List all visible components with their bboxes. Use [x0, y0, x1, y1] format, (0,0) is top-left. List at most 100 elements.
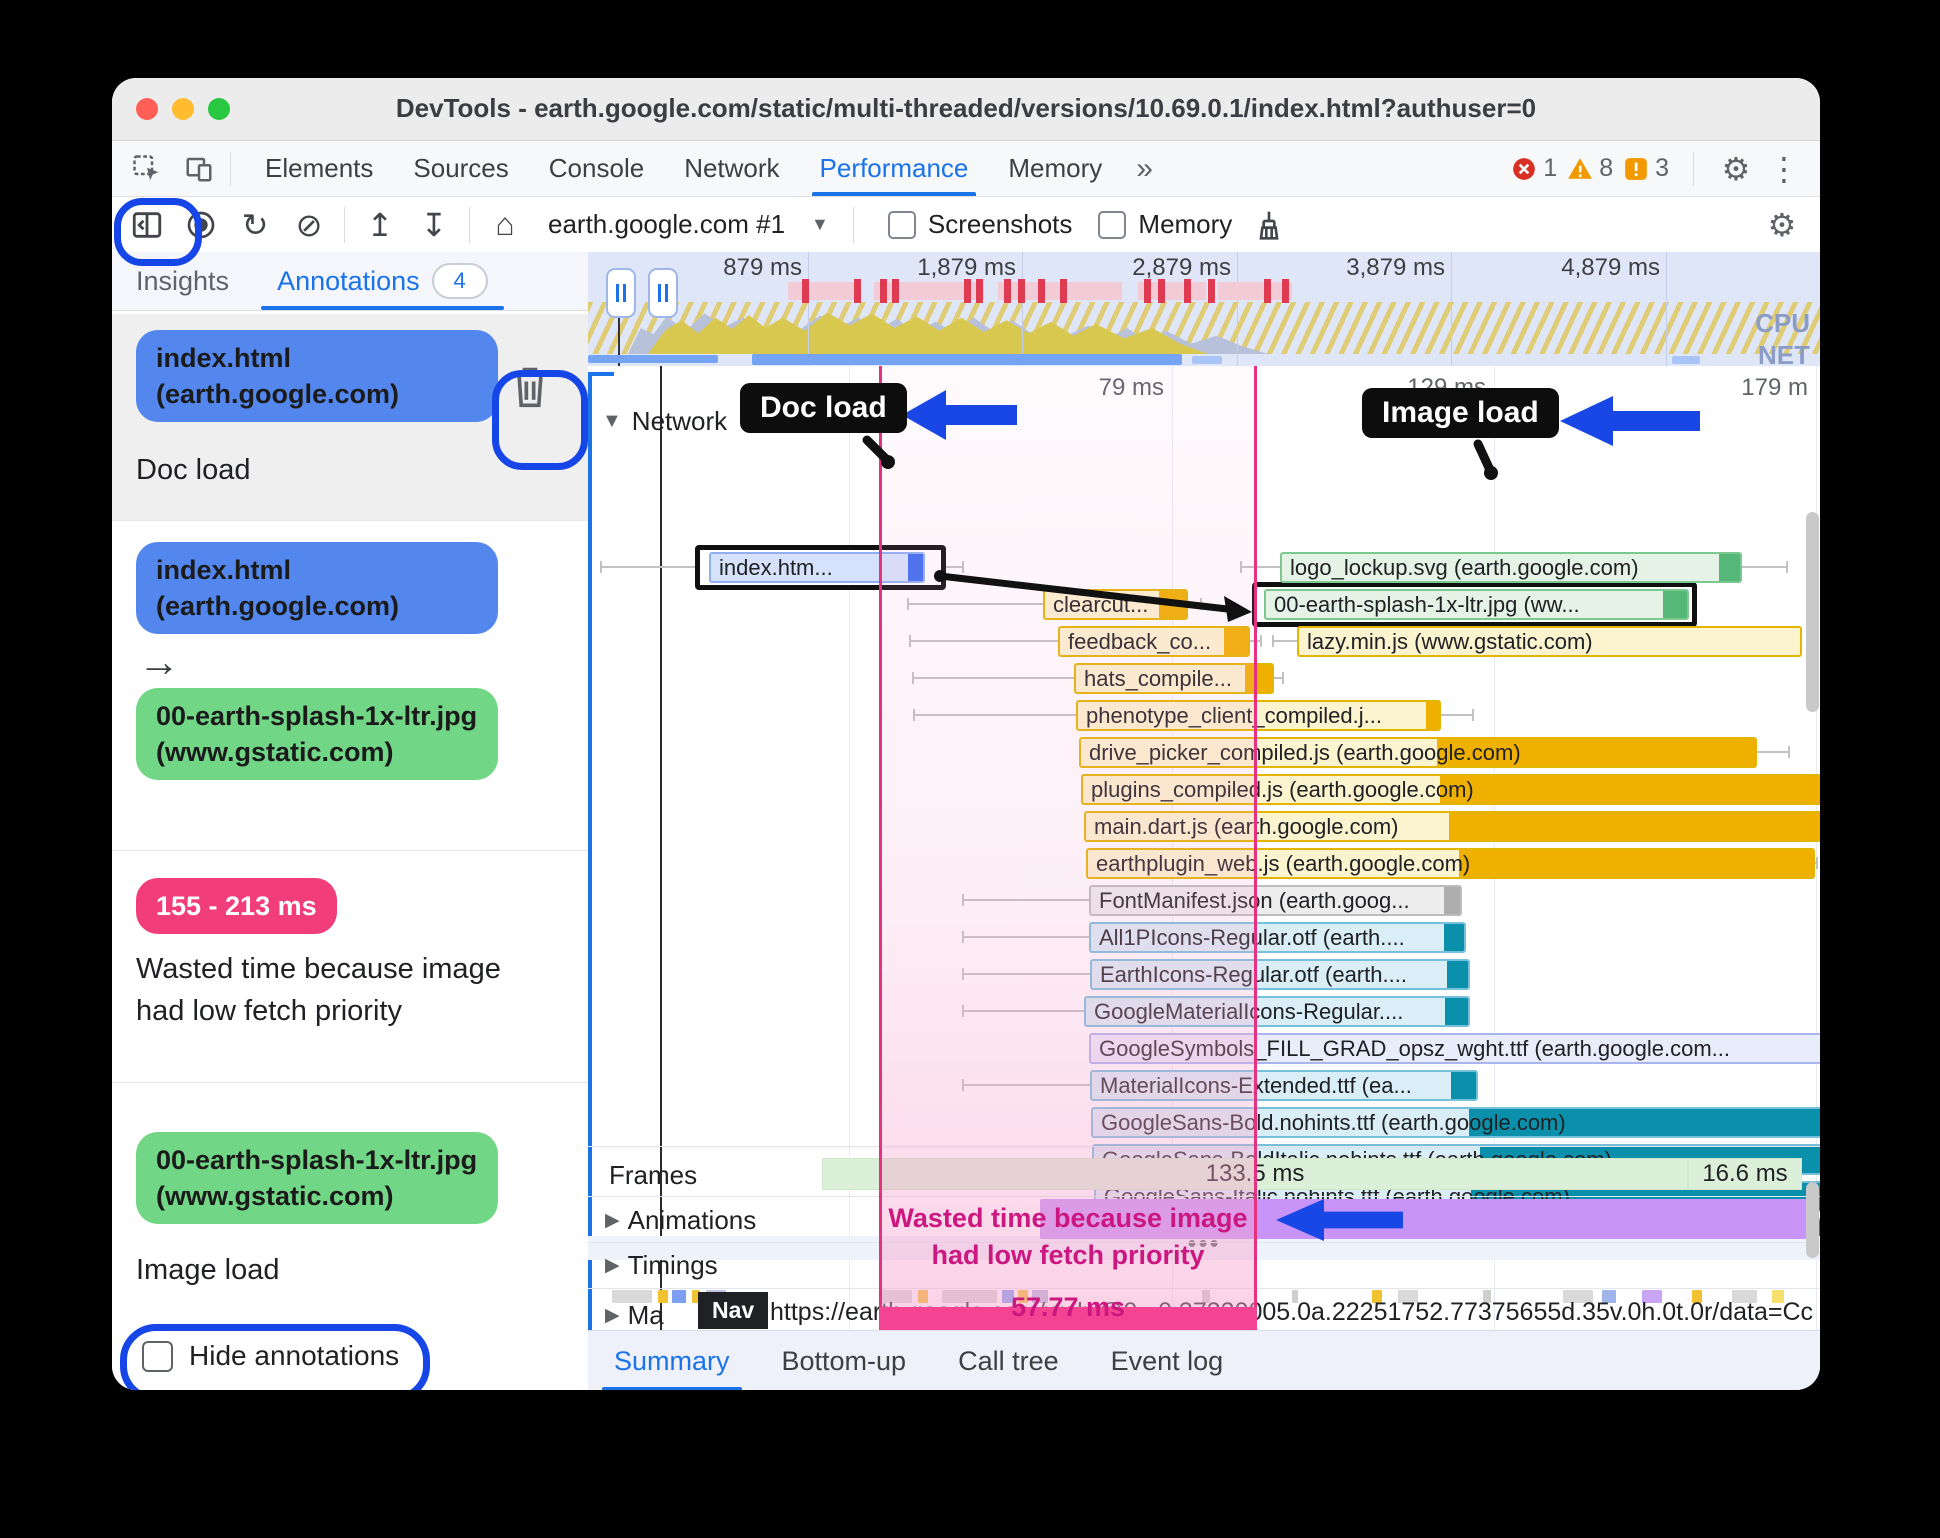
details-tab-event-log[interactable]: Event log: [1110, 1345, 1224, 1376]
nav-marker-badge[interactable]: Nav: [698, 1292, 769, 1329]
network-request-bar[interactable]: MaterialIcons-Extended.ttf (ea...: [1090, 1070, 1478, 1101]
link-arrow-icon: →: [138, 638, 180, 685]
collapse-triangle-icon[interactable]: ▼: [602, 410, 622, 432]
long-task-marker: [1282, 279, 1289, 303]
annotation-card-image-load[interactable]: 00-earth-splash-1x-ltr.jpg (www.gstatic.…: [112, 1082, 588, 1326]
network-request-bar[interactable]: GoogleSans-Bold.nohints.ttf (earth.googl…: [1091, 1107, 1820, 1138]
download-profile-icon[interactable]: ↧: [420, 206, 448, 243]
tab-annotations[interactable]: Annotations 4: [253, 252, 512, 310]
frames-track-label[interactable]: Frames: [609, 1160, 698, 1190]
warning-badge[interactable]: 8: [1567, 154, 1613, 183]
network-request-bar[interactable]: plugins_compiled.js (earth.google.com): [1081, 774, 1820, 805]
devtools-window: DevTools - earth.google.com/static/multi…: [112, 78, 1820, 1390]
network-request-bar[interactable]: drive_picker_compiled.js (earth.google.c…: [1079, 737, 1757, 768]
window-title: DevTools - earth.google.com/static/multi…: [395, 93, 1537, 123]
minimize-window-button[interactable]: [172, 98, 194, 120]
network-request-bar[interactable]: logo_lockup.svg (earth.google.com): [1280, 552, 1742, 583]
main-thread-chip: [658, 1290, 668, 1303]
annotation-pill-index-html[interactable]: index.html (earth.google.com): [136, 330, 498, 422]
home-icon[interactable]: ⌂: [495, 206, 515, 242]
main-track-label[interactable]: ▶ Ma: [605, 1300, 664, 1330]
network-request-bar[interactable]: lazy.min.js (www.gstatic.com): [1297, 626, 1802, 657]
reload-record-icon[interactable]: ↻: [241, 206, 269, 243]
clear-icon[interactable]: ⊘: [295, 206, 323, 243]
details-tab-summary[interactable]: Summary: [588, 1331, 756, 1390]
expand-triangle-icon[interactable]: ▶: [605, 1210, 620, 1231]
request-whisker: [1757, 746, 1790, 758]
target-selector[interactable]: earth.google.com #1 ▼: [532, 209, 845, 240]
error-badge[interactable]: 1: [1511, 154, 1557, 183]
panel-tab-elements[interactable]: Elements: [265, 153, 374, 183]
annotation-pill-time-range[interactable]: 155 - 213 ms: [136, 878, 337, 934]
network-request-bar[interactable]: phenotype_client_compiled.j...: [1076, 700, 1441, 731]
network-request-bar[interactable]: main.dart.js (earth.google.com): [1084, 811, 1820, 842]
zoom-window-button[interactable]: [208, 98, 230, 120]
request-busy-segment: [1459, 850, 1813, 877]
annotation-pill-index-html[interactable]: index.html (earth.google.com): [136, 542, 498, 634]
network-track-header[interactable]: ▼ Network: [602, 406, 728, 436]
device-toolbar-icon[interactable]: [182, 152, 216, 186]
expand-triangle-icon[interactable]: ▶: [605, 1305, 620, 1326]
panel-tab-network[interactable]: Network: [684, 153, 780, 183]
capture-settings-gear-icon[interactable]: ⚙: [1767, 206, 1797, 243]
network-request-bar[interactable]: 00-earth-splash-1x-ltr.jpg (ww...: [1264, 589, 1689, 620]
delete-annotation-icon[interactable]: [508, 362, 552, 412]
timeline-overview[interactable]: CPU NET 879 ms 1,879 ms 2,879 ms 3,879 ms 4,…: [588, 252, 1820, 370]
long-task-marker: [880, 279, 887, 303]
network-request-bar[interactable]: GoogleMaterialIcons-Regular....: [1084, 996, 1470, 1027]
close-window-button[interactable]: [136, 98, 158, 120]
upload-profile-icon[interactable]: ↥: [366, 206, 394, 243]
network-request-bar[interactable]: EarthIcons-Regular.otf (earth....: [1090, 959, 1470, 990]
range-handle-left[interactable]: [606, 268, 636, 318]
network-request-bar[interactable]: GoogleSymbols_FILL_GRAD_opsz_wght.ttf (e…: [1089, 1033, 1820, 1064]
request-whisker: [907, 598, 1043, 610]
ruler-gridline: [1666, 252, 1667, 366]
screenshots-checkbox[interactable]: Screenshots: [887, 209, 1072, 240]
inspect-element-icon[interactable]: [130, 152, 164, 186]
timings-track-label[interactable]: ▶ Timings: [605, 1250, 718, 1280]
long-task-marker: [1004, 279, 1011, 303]
annotation-card-wasted-time[interactable]: 155 - 213 ms Wasted time because image h…: [112, 850, 588, 1082]
overview-network-bar: [752, 354, 1182, 365]
request-busy-segment: [1719, 554, 1740, 581]
kebab-menu-icon[interactable]: ⋮: [1768, 150, 1800, 187]
toggle-sidebar-icon[interactable]: [120, 203, 174, 247]
network-request-bar[interactable]: All1PIcons-Regular.otf (earth....: [1089, 922, 1466, 953]
request-whisker: [962, 894, 1089, 906]
panel-tab-sources[interactable]: Sources: [413, 153, 509, 183]
annotation-card-link[interactable]: index.html (earth.google.com) → 00-earth…: [112, 520, 588, 850]
network-request-bar[interactable]: clearcut...: [1043, 589, 1188, 620]
checkbox-box: [142, 1340, 173, 1372]
panel-tab-performance[interactable]: Performance: [800, 141, 989, 196]
record-icon[interactable]: [174, 203, 228, 247]
details-tab-bar: Summary Bottom-up Call tree Event log: [588, 1330, 1820, 1390]
frame-duration-bar[interactable]: 133.5 ms: [822, 1158, 1688, 1190]
tab-insights[interactable]: Insights: [136, 265, 230, 296]
annotation-pill-splash-image[interactable]: 00-earth-splash-1x-ltr.jpg (www.gstatic.…: [136, 688, 498, 780]
memory-checkbox[interactable]: Memory: [1098, 209, 1232, 240]
garbage-collect-icon[interactable]: [1242, 203, 1296, 247]
interaction-band: [1218, 282, 1292, 300]
issues-badge[interactable]: 3: [1623, 154, 1669, 183]
panel-tab-console[interactable]: Console: [548, 153, 645, 183]
animations-track-label[interactable]: ▶ Animations: [605, 1205, 757, 1235]
network-request-bar[interactable]: feedback_co...: [1058, 626, 1250, 657]
network-request-bar[interactable]: earthplugin_web.js (earth.google.com): [1086, 848, 1815, 879]
details-tab-bottom-up[interactable]: Bottom-up: [781, 1345, 907, 1376]
panel-tab-memory[interactable]: Memory: [1008, 153, 1103, 183]
range-handle-right[interactable]: [648, 268, 678, 318]
frame-duration-bar[interactable]: 16.6 ms: [1688, 1158, 1802, 1190]
cpu-track-label: CPU: [1755, 308, 1810, 338]
network-request-bar[interactable]: index.htm...: [709, 552, 925, 583]
flame-scrollbar-thumb[interactable]: [1806, 512, 1819, 712]
tracks-scrollbar-thumb[interactable]: [1806, 1182, 1819, 1258]
hide-annotations-checkbox[interactable]: Hide annotations: [142, 1340, 399, 1372]
network-request-bar[interactable]: FontManifest.json (earth.goog...: [1089, 885, 1462, 916]
settings-gear-icon[interactable]: ⚙: [1721, 150, 1751, 187]
network-request-bar[interactable]: hats_compile...: [1074, 663, 1274, 694]
annotation-card-doc-load[interactable]: index.html (earth.google.com) Doc load: [112, 314, 588, 520]
details-tab-call-tree[interactable]: Call tree: [958, 1345, 1059, 1376]
more-panels-button[interactable]: »: [1136, 151, 1153, 185]
annotation-pill-splash-image[interactable]: 00-earth-splash-1x-ltr.jpg (www.gstatic.…: [136, 1132, 498, 1224]
expand-triangle-icon[interactable]: ▶: [605, 1255, 620, 1276]
